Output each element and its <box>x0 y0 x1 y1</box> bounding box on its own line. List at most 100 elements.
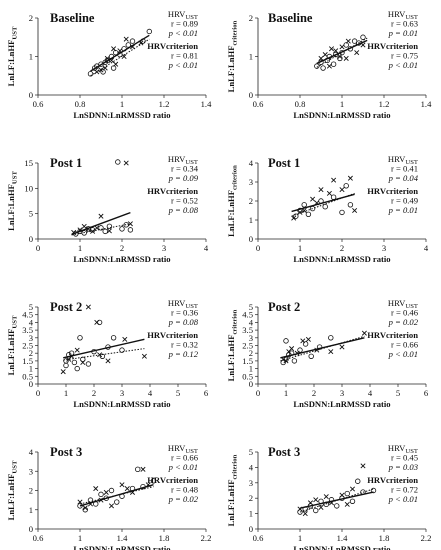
x-axis-label: LnSDNN:LnRMSSD ratio <box>293 110 390 120</box>
data-point-circle <box>135 466 141 473</box>
y-axis-label: LnLF:LnHFcriterion <box>226 165 239 237</box>
x-tick-label: 1 <box>64 388 68 398</box>
stat-r: r = 0.49 <box>391 196 418 206</box>
data-point-x <box>347 175 353 181</box>
x-tick-label: 1.2 <box>159 99 170 109</box>
data-point-x <box>90 228 96 234</box>
stat-p: p = 0.08 <box>168 205 199 215</box>
data-point-x <box>127 221 133 227</box>
stat-r: r = 0.66 <box>391 340 419 350</box>
data-point-circle <box>66 352 72 358</box>
data-point-circle <box>63 358 69 364</box>
stat-heading-main: HRVcriterion <box>147 475 198 485</box>
y-axis-label: LnLF:LnHFUST <box>6 315 19 375</box>
data-point-x <box>98 213 104 219</box>
data-point-x <box>123 160 129 166</box>
data-point-circle <box>320 65 326 71</box>
y-axis-label: LnLF:LnHFUST <box>6 171 19 231</box>
data-point-circle <box>74 365 80 372</box>
chart-panel: 0 1 2 3 4 5 600.511.522.533.544.55LnSDNN:LnRMS… <box>6 298 209 409</box>
data-point-circle <box>330 61 337 67</box>
y-axis-label-sub: criterion <box>232 20 239 45</box>
data-point-circle <box>302 506 308 512</box>
stat-heading: HRVcriterion <box>367 330 418 340</box>
x-tick-label: 3 <box>120 388 124 398</box>
data-point-circle <box>316 344 323 350</box>
y-tick-label: 1 <box>249 215 253 225</box>
data-point-x <box>333 48 339 54</box>
data-point-circle <box>349 498 356 504</box>
data-point-x <box>129 489 136 495</box>
y-axis-label-main: LnLF:LnHF <box>226 480 236 527</box>
x-tick-label: 2 <box>312 388 316 398</box>
y-tick-label: 0 <box>29 90 33 100</box>
x-tick-label: 1 <box>78 533 82 543</box>
y-axis-label-main: LnLF:LnHF <box>6 40 16 87</box>
chart-title: Post 2 <box>268 300 300 314</box>
data-point-circle <box>313 507 319 514</box>
stat-heading-sub: UST <box>185 159 198 166</box>
data-point-circle <box>110 335 117 341</box>
stat-heading: HRVcriterion <box>367 186 418 196</box>
data-point-x <box>339 44 345 50</box>
y-axis-label-sub: UST <box>12 171 19 185</box>
data-point-x <box>301 207 307 214</box>
stat-heading: HRVUST <box>388 298 418 310</box>
data-point-x <box>318 55 324 61</box>
x-tick-label: 1.8 <box>379 533 390 543</box>
y-tick-label: 4 <box>29 317 34 327</box>
data-point-circle <box>334 503 340 509</box>
y-tick-label: 1 <box>249 52 253 62</box>
y-tick-label: 2 <box>29 486 33 496</box>
data-point-circle <box>73 231 79 237</box>
chart-panel: 0.6 0.8 1 1.2 1.4 0 1 2 LnSDNN:LnRMSSD ratio LnLF… <box>226 9 432 120</box>
data-point-circle <box>87 497 94 503</box>
stat-r: r = 0.75 <box>391 51 418 61</box>
data-point-x <box>145 482 151 488</box>
data-point-circle <box>347 46 354 52</box>
data-point-x <box>361 330 367 336</box>
stat-r: r = 0.36 <box>171 308 199 318</box>
stat-heading-main: HRV <box>388 298 406 308</box>
y-axis-label-main: LnLF:LnHF <box>6 184 16 231</box>
data-point-x <box>354 50 360 56</box>
x-tick-label: 3 <box>340 388 344 398</box>
y-tick-label: 2 <box>29 13 33 23</box>
data-point-x <box>328 349 334 355</box>
data-point-x <box>291 215 297 221</box>
data-point-circle <box>328 335 334 341</box>
data-point-x <box>77 499 83 505</box>
stat-p: p = 0.09 <box>168 173 199 183</box>
x-tick-label: 1 <box>78 243 82 253</box>
data-point-x <box>111 46 117 52</box>
x-tick-label: 4 <box>204 243 209 253</box>
chart-panel: 0.6 1 1.4 1.8 2.2 0 1 2 3 4 LnSDNN:LnRMSSD ratio Ln… <box>6 443 211 550</box>
data-point-x <box>77 227 83 233</box>
data-point-circle <box>102 228 108 235</box>
data-point-x <box>305 336 311 342</box>
data-point-circle <box>115 159 121 165</box>
data-point-x <box>60 369 66 375</box>
data-point-x <box>318 187 324 193</box>
stat-heading-sub: UST <box>405 303 418 310</box>
data-point-circle <box>302 341 309 347</box>
data-point-x <box>108 503 115 509</box>
data-point-x <box>314 200 320 206</box>
x-tick-label: 1 <box>298 533 302 543</box>
chart-title: Post 2 <box>50 300 82 314</box>
stat-heading: HRVUST <box>388 443 418 455</box>
data-point-circle <box>140 483 146 490</box>
x-tick-label: 0 <box>36 388 40 398</box>
data-point-circle <box>114 499 120 505</box>
y-tick-label: 3 <box>249 177 253 187</box>
data-point-x <box>314 347 320 353</box>
data-point-x <box>141 353 147 359</box>
stat-heading-main: HRVcriterion <box>367 330 418 340</box>
data-point-x <box>69 353 75 359</box>
stat-p: p = 0.04 <box>388 173 419 183</box>
chart-title: Post 3 <box>268 445 300 459</box>
data-point-circle <box>280 359 286 366</box>
data-point-x <box>123 36 129 42</box>
stat-r: r = 0.48 <box>171 485 198 495</box>
stat-heading-main: HRV <box>388 9 406 19</box>
